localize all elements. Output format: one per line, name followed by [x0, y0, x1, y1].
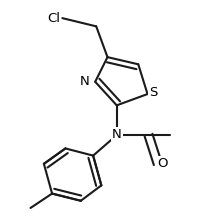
Text: O: O [158, 157, 168, 170]
Text: N: N [112, 128, 122, 140]
Text: Cl: Cl [47, 12, 60, 25]
Text: N: N [79, 75, 89, 88]
Text: S: S [149, 85, 158, 99]
